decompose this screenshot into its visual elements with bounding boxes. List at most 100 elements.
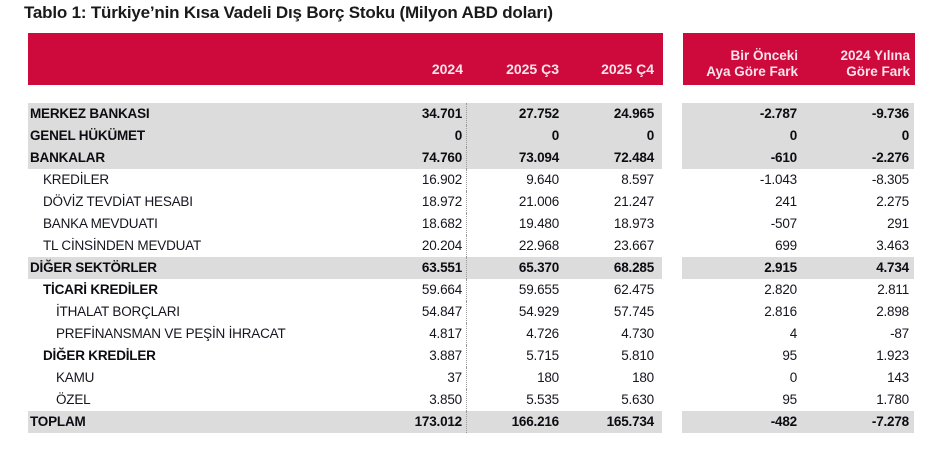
cell-fark-2024: 1.923: [876, 348, 909, 363]
cell-2024: 63.551: [388, 257, 467, 279]
cell-fark-2024: 291: [887, 216, 909, 231]
cell-fark-2024: -2.276: [799, 147, 914, 169]
col-header-fark-2024-line1: 2024 Yılına: [840, 48, 910, 63]
row-label: BANKALAR: [28, 147, 388, 169]
cell-2024: 3.850: [388, 389, 467, 411]
cell-fark-onceki-ay: 241: [775, 194, 797, 209]
cell-fark-onceki-ay: 2.816: [764, 304, 797, 319]
col-header-2025-c3: 2025 Ç3: [506, 61, 559, 77]
row-label: DÖVİZ TEVDİAT HESABI: [43, 194, 193, 209]
cell-2025-c3: 9.640: [526, 172, 559, 187]
cell-fark-2024: 4.734: [799, 257, 914, 279]
block-gap: [662, 235, 682, 257]
cell-fark-onceki-ay: 95: [782, 348, 797, 363]
header-gap: [663, 33, 683, 85]
table-row: BANKA MEVDUATI 18.682 19.480 18.973 -507 291: [28, 213, 914, 235]
cell-2024: 34.701: [388, 103, 467, 125]
table-row: İTHALAT BORÇLARI 54.847 54.929 57.745 2.816 2…: [28, 301, 914, 323]
cell-2025-c3: 22.968: [518, 238, 559, 253]
cell-fark-onceki-ay: 0: [682, 125, 799, 147]
cell-fark-onceki-ay: -2.787: [682, 103, 799, 125]
cell-2024: 173.012: [388, 411, 467, 433]
row-label: PREFİNANSMAN VE PEŞİN İHRACAT: [56, 326, 286, 341]
cell-2024: 3.887: [388, 345, 467, 367]
row-label: KAMU: [56, 370, 95, 385]
col-header-2025-c4: 2025 Ç4: [601, 61, 654, 77]
table-row: BANKALAR 74.760 73.094 72.484 -610 -2.276: [28, 147, 914, 169]
col-header-fark-onceki-ay: Bir Önceki Aya Göre Fark: [683, 48, 800, 85]
cell-2025-c3: 0: [467, 125, 563, 147]
table-header: 2024 2025 Ç3 2025 Ç4 Bir Önceki Aya Göre…: [28, 33, 915, 85]
block-gap: [662, 125, 682, 147]
block-gap: [662, 345, 682, 367]
table-row: TOPLAM 173.012 166.216 165.734 -482 -7.278: [28, 411, 914, 433]
cell-fark-2024: 1.780: [876, 392, 909, 407]
cell-fark-2024: -87: [890, 326, 909, 341]
cell-fark-2024: 143: [887, 370, 909, 385]
table-row: DİĞER KREDİLER 3.887 5.715 5.810 95 1.923: [28, 345, 914, 367]
table-row: TİCARİ KREDİLER 59.664 59.655 62.475 2.820 2.…: [28, 279, 914, 301]
block-gap: [662, 367, 682, 389]
cell-2024: 20.204: [388, 235, 467, 257]
cell-2024: 18.972: [388, 191, 467, 213]
table-row: GENEL HÜKÜMET 0 0 0 0 0: [28, 125, 914, 147]
cell-fark-onceki-ay: 0: [789, 370, 798, 385]
cell-2025-c4: 165.734: [563, 411, 662, 433]
cell-2024: 74.760: [388, 147, 467, 169]
block-gap: [662, 323, 682, 345]
cell-fark-2024: 2.275: [876, 194, 909, 209]
table-row: DİĞER SEKTÖRLER 63.551 65.370 68.285 2.915 4.…: [28, 257, 914, 279]
col-header-2024: 2024: [431, 61, 463, 77]
cell-fark-onceki-ay: 2.820: [764, 282, 797, 297]
header-left-block: 2024 2025 Ç3 2025 Ç4: [28, 33, 663, 85]
cell-fark-onceki-ay: 95: [782, 392, 797, 407]
row-label: DİĞER KREDİLER: [43, 348, 156, 363]
row-label: BANKA MEVDUATI: [43, 216, 158, 231]
cell-2025-c4: 24.965: [563, 103, 662, 125]
row-label: GENEL HÜKÜMET: [28, 125, 388, 147]
cell-2025-c3: 21.006: [518, 194, 559, 209]
row-label: TİCARİ KREDİLER: [43, 282, 158, 297]
cell-2025-c4: 68.285: [563, 257, 662, 279]
cell-2025-c3: 59.655: [518, 282, 559, 297]
row-label: ÖZEL: [56, 392, 91, 407]
block-gap: [662, 147, 682, 169]
row-label: DİĞER SEKTÖRLER: [28, 257, 388, 279]
row-label: MERKEZ BANKASI: [28, 103, 388, 125]
table-row: ÖZEL 3.850 5.535 5.630 95 1.780: [28, 389, 914, 411]
table-body: MERKEZ BANKASI 34.701 27.752 24.965 -2.787 -9…: [28, 103, 914, 433]
cell-2025-c3: 4.726: [526, 326, 559, 341]
cell-2025-c3: 5.535: [526, 392, 559, 407]
cell-2025-c4: 18.973: [613, 216, 654, 231]
cell-2024: 59.664: [388, 279, 467, 301]
cell-fark-2024: -9.736: [799, 103, 914, 125]
cell-2025-c4: 8.597: [621, 172, 654, 187]
header-right-block: Bir Önceki Aya Göre Fark 2024 Yılına Gör…: [683, 33, 915, 85]
table-row: MERKEZ BANKASI 34.701 27.752 24.965 -2.787 -9…: [28, 103, 914, 125]
block-gap: [662, 257, 682, 279]
cell-2025-c4: 5.810: [621, 348, 654, 363]
col-header-fark-2024: 2024 Yılına Göre Fark: [800, 48, 915, 85]
cell-fark-onceki-ay: 699: [775, 238, 797, 253]
cell-fark-2024: 3.463: [876, 238, 909, 253]
cell-fark-onceki-ay: -610: [682, 147, 799, 169]
cell-2025-c4: 5.630: [621, 392, 654, 407]
cell-fark-onceki-ay: 4: [789, 326, 798, 341]
cell-2025-c3: 5.715: [526, 348, 559, 363]
cell-2025-c4: 57.745: [613, 304, 654, 319]
cell-2025-c3: 19.480: [518, 216, 559, 231]
table-row: TL CİNSİNDEN MEVDUAT 20.204 22.968 23.667 69…: [28, 235, 914, 257]
cell-2025-c4: 23.667: [613, 238, 654, 253]
block-gap: [662, 411, 682, 433]
cell-2025-c4: 0: [563, 125, 662, 147]
table-row: PREFİNANSMAN VE PEŞİN İHRACAT 4.817 4.726 4…: [28, 323, 914, 345]
block-gap: [662, 169, 682, 191]
table-title: Tablo 1: Türkiye’nin Kısa Vadeli Dış Bor…: [24, 3, 553, 22]
cell-fark-onceki-ay: 2.915: [682, 257, 799, 279]
cell-fark-onceki-ay: -507: [770, 216, 797, 231]
cell-2024: 37: [388, 367, 467, 389]
col-header-fark-onceki-ay-line2: Aya Göre Fark: [706, 64, 798, 79]
row-label: KREDİLER: [43, 172, 109, 187]
cell-2025-c3: 54.929: [518, 304, 559, 319]
col-header-fark-2024-line2: Göre Fark: [846, 64, 910, 79]
